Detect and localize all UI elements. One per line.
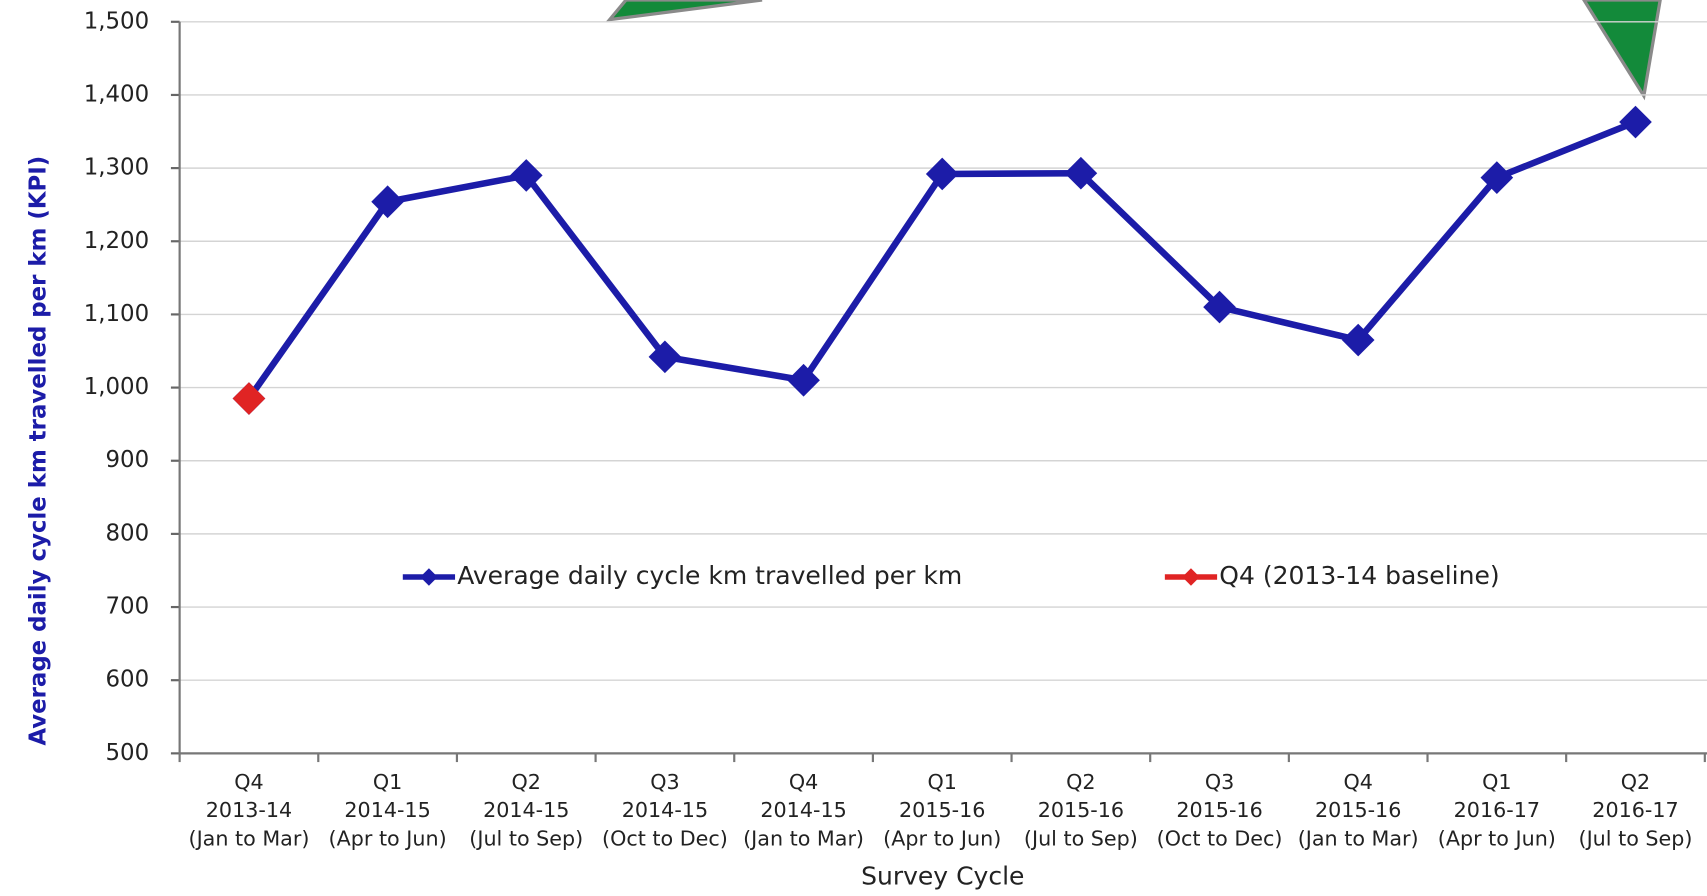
y-tick-label: 600 [106,667,150,693]
x-tick-label: Q4 [789,770,818,794]
x-tick-label: (Jul to Sep) [1579,826,1693,850]
x-tick-label: Q3 [650,770,679,794]
legend-marker [1182,568,1200,586]
legend-label: Average daily cycle km travelled per km [457,561,962,590]
data-point [1203,290,1236,324]
data-point [1480,161,1514,194]
y-tick-label: 700 [106,594,150,620]
x-tick-label: 2014-15 [760,798,846,822]
x-tick-label: Q2 [512,770,541,794]
arrow-decoration [605,0,763,22]
x-axis-label: Survey Cycle [861,861,1024,890]
y-tick-label: 500 [106,740,150,766]
y-tick-label: 900 [106,447,150,473]
x-tick-label: 2015-16 [1315,798,1401,822]
y-tick-label: 1,400 [84,81,149,107]
legend-marker [420,568,438,586]
x-tick-label: Q3 [1205,770,1234,794]
x-tick-label: Q4 [1343,770,1372,794]
arrow-decoration [1582,0,1662,101]
x-tick-label: Q4 [234,770,263,794]
y-axis-label: Average daily cycle km travelled per km … [26,156,52,746]
x-tick-label: Q2 [1066,770,1095,794]
x-tick-label: (Jan to Mar) [1298,826,1419,850]
y-tick-label: 1,200 [84,228,149,254]
x-tick-label: (Apr to Jun) [883,826,1001,850]
x-tick-label: 2014-15 [344,798,430,822]
x-tick-label: Q1 [373,770,402,794]
x-tick-label: (Apr to Jun) [1438,826,1556,850]
y-tick-label: 1,500 [84,8,149,34]
data-point [371,185,404,219]
x-tick-label: (Oct to Dec) [602,826,728,850]
x-tick-label: 2016-17 [1592,798,1678,822]
y-tick-label: 800 [106,520,150,546]
data-point [648,340,682,374]
data-point [232,382,266,415]
x-tick-label: Q1 [928,770,957,794]
x-tick-label: (Oct to Dec) [1157,826,1283,850]
y-tick-label: 1,300 [84,155,149,181]
x-tick-label: 2014-15 [483,798,569,822]
x-tick-label: 2013-14 [206,798,292,822]
legend-label: Q4 (2013-14 baseline) [1219,561,1499,590]
x-tick-label: (Jul to Sep) [469,826,583,850]
x-tick-label: (Apr to Jun) [329,826,447,850]
x-tick-label: Q2 [1621,770,1650,794]
y-tick-label: 1,000 [84,374,149,400]
x-tick-label: 2014-15 [622,798,708,822]
x-tick-label: 2015-16 [899,798,985,822]
x-tick-label: (Jan to Mar) [743,826,864,850]
x-tick-label: (Jul to Sep) [1024,826,1138,850]
x-tick-label: 2015-16 [1176,798,1262,822]
y-tick-label: 1,100 [84,301,149,327]
x-tick-label: 2016-17 [1454,798,1540,822]
x-tick-label: (Jan to Mar) [189,826,310,850]
x-tick-label: 2015-16 [1038,798,1124,822]
data-point [1619,105,1652,139]
x-tick-label: Q1 [1482,770,1511,794]
